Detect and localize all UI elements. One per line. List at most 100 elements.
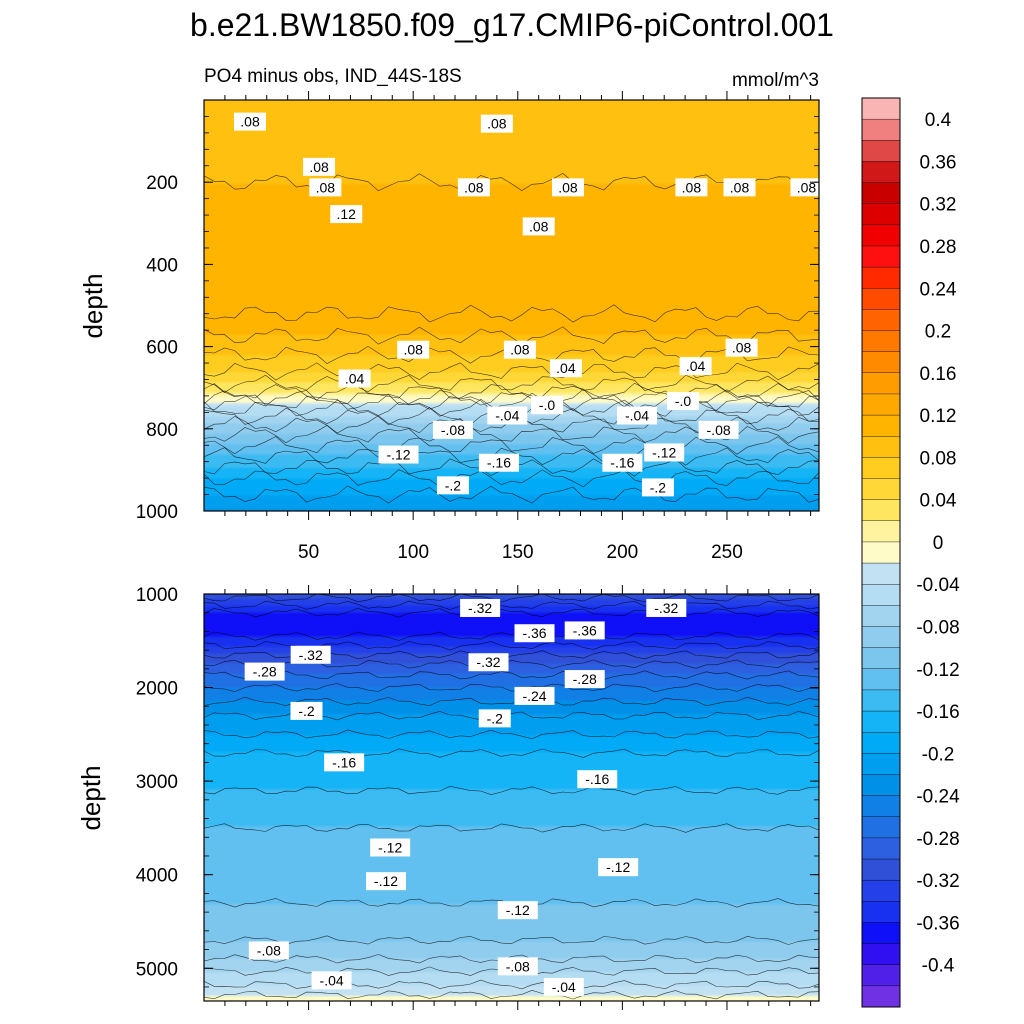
contour-label: .04: [679, 357, 712, 376]
colorbar-box: [861, 436, 901, 458]
colorbar-label: 0.4: [925, 110, 952, 131]
colorbar: 0.4 0.36 0.32 0.28 0.24 0.2 0.16 0.12 0.08 0.04 0 -…: [861, 97, 960, 1008]
contour-label-text: .08: [240, 114, 260, 130]
contour-label-text: .08: [682, 179, 702, 195]
figure-title: b.e21.BW1850.f09_g17.CMIP6-piControl.001: [190, 7, 834, 43]
y-tick-label: 600: [146, 338, 178, 359]
contour-label: -.16: [577, 770, 618, 789]
upper-field: [204, 100, 819, 511]
contour-line: [204, 304, 819, 323]
contour-label: -.12: [598, 858, 639, 877]
contour-label-text: -.08: [257, 942, 281, 958]
contour-line: [204, 823, 819, 833]
contour-line: [204, 608, 819, 618]
contour-label-text: -.04: [495, 407, 519, 423]
colorbar-box: [861, 266, 901, 289]
contour-label: .08: [234, 112, 267, 131]
contour-label: .08: [397, 340, 430, 359]
contour-label: -.32: [290, 645, 331, 664]
colorbar-box: [861, 710, 901, 733]
contour-line: [204, 469, 819, 488]
colorbar-box: [861, 816, 901, 839]
contour-line: [204, 989, 819, 1000]
lower-frame: [203, 593, 820, 1002]
contour-label: -.16: [478, 453, 519, 472]
contour-label-text: -.04: [625, 407, 649, 423]
colorbar-box: [861, 203, 901, 226]
contour-label: .08: [725, 338, 758, 357]
contour-label-text: .04: [345, 370, 365, 386]
contour-label: -.32: [646, 598, 687, 617]
colorbar-box: [861, 457, 901, 480]
contour-label-text: -.32: [299, 647, 323, 663]
contour-line: [204, 631, 819, 641]
contour-label-text: -.24: [522, 688, 546, 704]
contour-label: -.08: [248, 941, 289, 960]
colorbar-box: [861, 562, 901, 585]
y-tick-label: 3000: [136, 772, 178, 793]
contour-label: -.08: [432, 420, 473, 439]
contour-label: -.36: [514, 624, 555, 643]
colorbar-label: -0.16: [916, 702, 959, 723]
contour-line: [204, 935, 819, 945]
colorbar-frame: [861, 97, 901, 1008]
colorbar-box: [861, 668, 901, 691]
contour-label: -.0: [667, 392, 700, 411]
contour-label: -.04: [543, 977, 584, 996]
colorbar-box: [861, 647, 901, 670]
colorbar-label: 0.28: [920, 237, 957, 258]
colorbar-label: -0.12: [916, 660, 959, 681]
contour-label-text: .08: [464, 179, 484, 195]
colorbar-box: [861, 541, 901, 564]
colorbar-label: -0.04: [916, 575, 960, 596]
contour-label: .08: [480, 114, 513, 133]
colorbar-box: [861, 182, 901, 205]
contour-label-text: -.12: [506, 902, 530, 918]
contour-label: -.12: [644, 443, 685, 462]
x-tick-label: 250: [711, 542, 743, 563]
lower-ylabel: depth: [76, 765, 106, 830]
contour-label-text: .08: [730, 179, 750, 195]
x-tick-label: 100: [397, 542, 429, 563]
colorbar-box: [861, 795, 901, 818]
contour-label-text: -.12: [606, 859, 630, 875]
contour-line: [204, 326, 819, 345]
contour-label-text: .08: [732, 340, 752, 356]
contour-line: [204, 670, 819, 680]
contour-label-text: -.28: [573, 671, 597, 687]
contour-label-text: -.08: [441, 422, 465, 438]
contour-label: .08: [503, 340, 536, 359]
colorbar-box: [861, 922, 901, 945]
colorbar-label: -0.08: [916, 617, 959, 638]
colorbar-box: [861, 288, 901, 310]
x-tick-label: 150: [502, 542, 534, 563]
colorbar-box: [861, 964, 901, 987]
contour-label-text: -.08: [506, 958, 530, 974]
colorbar-box: [861, 330, 901, 353]
colorbar-box: [861, 605, 901, 627]
contour-label: -.32: [468, 653, 509, 672]
contour-label: -.16: [602, 453, 643, 472]
upper-ylabel: depth: [78, 273, 108, 338]
colorbar-label: -0.24: [916, 787, 960, 808]
colorbar-label: 0: [933, 533, 944, 554]
colorbar-box: [861, 393, 901, 416]
contour-label-text: -.16: [487, 455, 511, 471]
colorbar-label: -0.4: [922, 956, 955, 977]
contour-line: [204, 362, 819, 381]
colorbar-box: [861, 245, 901, 268]
contour-label: .08: [675, 178, 708, 197]
contour-label: -.0: [531, 396, 564, 415]
contour-line: [204, 388, 819, 407]
contour-line: [204, 447, 819, 466]
contour-label: -.2: [478, 709, 511, 728]
colorbar-box: [861, 985, 901, 1008]
contour-label-text: -.0: [539, 397, 556, 413]
colorbar-box: [861, 224, 901, 247]
contour-label-text: .12: [337, 206, 357, 222]
contour-label-text: -.2: [445, 477, 462, 493]
colorbar-label: 0.36: [920, 152, 957, 173]
contour-label: -.04: [617, 406, 658, 425]
contour-label-text: -.04: [552, 979, 576, 995]
contour-label: -.2: [436, 476, 469, 495]
